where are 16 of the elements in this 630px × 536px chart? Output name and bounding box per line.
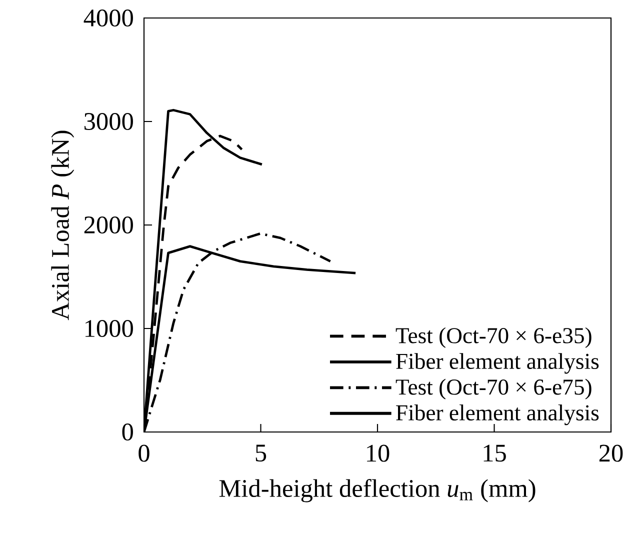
x-axis-title: Mid-height deflection u$_{m}$ (mm) (219, 478, 536, 502)
y-tick-label: 1000 (86, 320, 133, 338)
legend-label: Test (Oct-70 × 6-e35) (396, 327, 592, 348)
x-tick-label: 10 (367, 444, 390, 462)
x-tick-label: 0 (138, 444, 150, 462)
x-tick-label: 20 (599, 444, 623, 462)
x-tick-label: 5 (256, 444, 266, 462)
legend-label: Test (Oct-70 × 6-e75) (396, 378, 592, 400)
legend-label: Fiber element analysis (396, 353, 599, 374)
y-axis-title: Axial Load P (kN) (51, 130, 74, 320)
legend-label: Fiber element analysis (396, 404, 599, 426)
y-tick-label: 2000 (84, 216, 133, 234)
y-tick-label: 3000 (84, 112, 133, 130)
x-tick-label: 15 (484, 444, 506, 462)
y-tick-label: 4000 (84, 9, 133, 27)
y-tick-label: 0 (122, 423, 133, 441)
